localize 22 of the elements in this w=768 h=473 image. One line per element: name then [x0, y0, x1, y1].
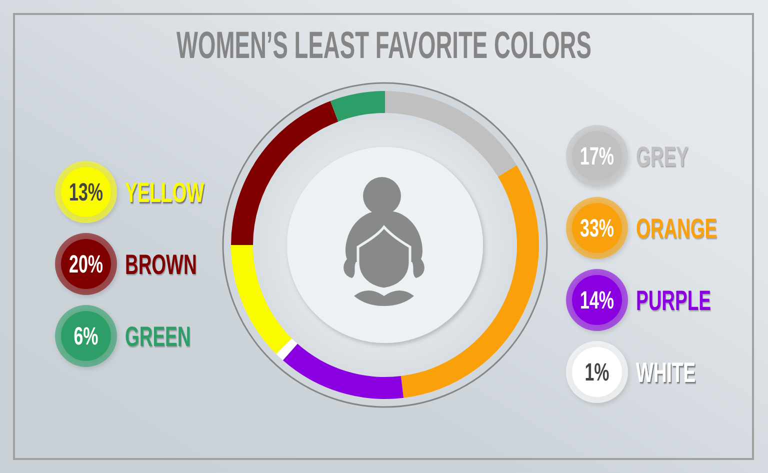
donut-slice	[400, 165, 539, 398]
legend-label: WHITE	[636, 358, 696, 390]
data-label: 13%	[68, 178, 104, 206]
legend-label: BROWN	[125, 250, 197, 282]
data-label: 14%	[580, 286, 614, 314]
donut-slice	[282, 344, 404, 399]
donut-slice	[231, 245, 292, 354]
data-label: 33%	[580, 214, 614, 242]
legend-label: PURPLE	[636, 286, 711, 318]
legend-label: GREEN	[125, 322, 191, 354]
donut-slice	[385, 91, 517, 177]
legend-label: GREY	[636, 142, 689, 174]
data-label: 17%	[580, 142, 614, 170]
legend-label: YELLOW	[125, 178, 205, 210]
donut-slice	[276, 338, 298, 360]
chart-title: WOMEN’S LEAST FAVORITE COLORS	[176, 24, 592, 66]
data-label: 6%	[74, 322, 98, 350]
donut-slice	[231, 101, 338, 245]
data-label: 20%	[68, 250, 104, 278]
donut-slice	[330, 91, 385, 122]
legend-label: ORANGE	[636, 214, 718, 246]
data-label: 1%	[584, 358, 610, 386]
